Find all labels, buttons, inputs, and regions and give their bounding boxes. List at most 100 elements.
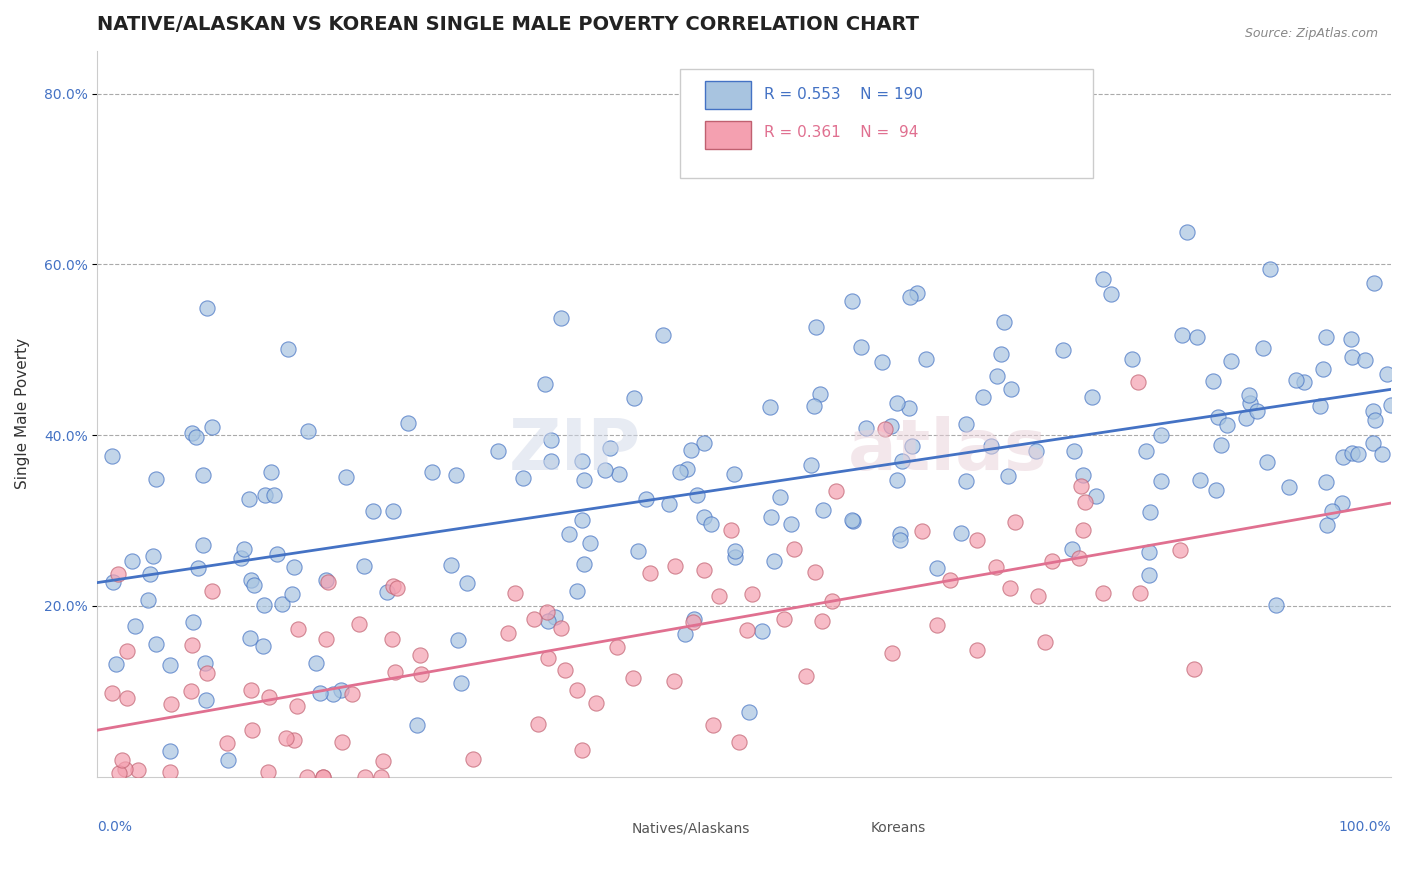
- Point: [252, 639, 274, 653]
- Point: [447, 632, 470, 647]
- Point: [662, 673, 685, 688]
- Point: [727, 734, 749, 748]
- Point: [195, 301, 218, 315]
- Point: [117, 643, 139, 657]
- Point: [1315, 475, 1337, 490]
- Point: [543, 609, 565, 624]
- Point: [1063, 443, 1085, 458]
- Point: [699, 517, 721, 532]
- Point: [880, 646, 903, 660]
- Point: [585, 696, 607, 710]
- Point: [266, 548, 288, 562]
- Point: [855, 421, 877, 435]
- Point: [159, 658, 181, 673]
- Point: [322, 688, 344, 702]
- Point: [808, 387, 831, 401]
- Point: [841, 513, 863, 527]
- Point: [396, 416, 419, 430]
- Point: [593, 463, 616, 477]
- Point: [1340, 332, 1362, 346]
- Point: [636, 491, 658, 506]
- Point: [238, 492, 260, 507]
- Point: [107, 566, 129, 581]
- Point: [263, 488, 285, 502]
- Point: [1362, 404, 1385, 418]
- Point: [145, 472, 167, 486]
- Point: [979, 439, 1001, 453]
- Point: [1126, 376, 1149, 390]
- Point: [993, 315, 1015, 329]
- Point: [1312, 362, 1334, 376]
- Point: [420, 465, 443, 479]
- Point: [682, 612, 704, 626]
- FancyBboxPatch shape: [679, 69, 1094, 178]
- Point: [142, 549, 165, 564]
- Point: [1220, 353, 1243, 368]
- Point: [870, 355, 893, 369]
- Point: [180, 638, 202, 652]
- Point: [240, 573, 263, 587]
- Point: [240, 723, 263, 737]
- Point: [486, 444, 509, 458]
- Point: [997, 469, 1019, 483]
- Point: [315, 632, 337, 647]
- Point: [1251, 341, 1274, 355]
- Point: [1239, 396, 1261, 410]
- Point: [955, 474, 977, 488]
- Point: [1070, 479, 1092, 493]
- Point: [1246, 404, 1268, 418]
- Point: [1362, 276, 1385, 290]
- Point: [554, 663, 576, 677]
- Point: [686, 488, 709, 502]
- Point: [1278, 480, 1301, 494]
- Point: [769, 490, 792, 504]
- Point: [1347, 447, 1369, 461]
- Point: [1067, 550, 1090, 565]
- Point: [638, 566, 661, 580]
- Point: [1129, 586, 1152, 600]
- Point: [1091, 272, 1114, 286]
- Point: [972, 390, 994, 404]
- Point: [283, 560, 305, 574]
- Point: [260, 465, 283, 479]
- Point: [737, 705, 759, 719]
- Point: [527, 717, 550, 731]
- Point: [889, 526, 911, 541]
- FancyBboxPatch shape: [589, 818, 626, 838]
- Point: [312, 770, 335, 784]
- Point: [159, 744, 181, 758]
- Point: [623, 391, 645, 405]
- Point: [193, 468, 215, 483]
- Point: [623, 671, 645, 685]
- Point: [523, 612, 546, 626]
- Point: [184, 429, 207, 443]
- Point: [675, 627, 697, 641]
- Point: [1379, 398, 1402, 412]
- Point: [181, 615, 204, 630]
- Point: [277, 342, 299, 356]
- Point: [361, 504, 384, 518]
- Point: [215, 736, 238, 750]
- Point: [349, 617, 371, 632]
- Point: [572, 557, 595, 571]
- Point: [353, 558, 375, 573]
- Point: [159, 764, 181, 779]
- Point: [1341, 446, 1364, 460]
- Point: [1364, 412, 1386, 426]
- Point: [735, 623, 758, 637]
- Point: [371, 754, 394, 768]
- Point: [540, 433, 562, 447]
- Point: [312, 770, 335, 784]
- Point: [1060, 542, 1083, 557]
- Point: [571, 453, 593, 467]
- Point: [911, 524, 934, 538]
- Point: [201, 584, 224, 599]
- Point: [305, 656, 328, 670]
- Point: [1071, 468, 1094, 483]
- Point: [446, 468, 468, 483]
- Point: [105, 657, 128, 672]
- Point: [759, 400, 782, 414]
- Point: [1331, 496, 1354, 510]
- Point: [139, 566, 162, 581]
- Point: [384, 665, 406, 680]
